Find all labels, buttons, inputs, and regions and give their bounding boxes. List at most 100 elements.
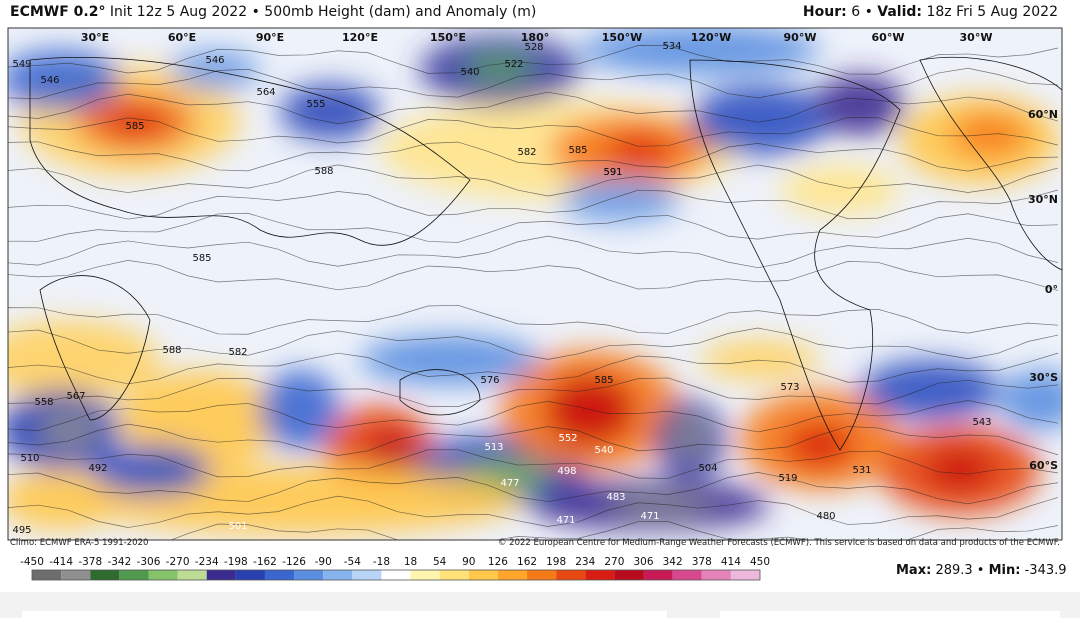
height-contour: [8, 449, 1059, 479]
contour-label: 534: [662, 41, 681, 52]
contour-label: 588: [162, 345, 181, 356]
height-contour: [8, 304, 1059, 335]
height-contour: [8, 259, 1059, 291]
longitude-label: 60°E: [168, 31, 196, 44]
anomaly-area: [785, 423, 855, 467]
anomaly-area: [360, 335, 540, 385]
colorbar-segment: [701, 570, 731, 580]
colorbar-tick-label: -162: [253, 556, 277, 568]
longitude-label: 120°E: [342, 31, 378, 44]
latitude-label: 60°S: [1029, 459, 1058, 472]
colorbar-segment: [381, 570, 411, 580]
height-contour: [8, 91, 1059, 125]
contour-label: 471: [640, 511, 659, 522]
colorbar-segment: [32, 570, 62, 580]
anomaly-area: [8, 50, 120, 110]
field-label: Valid:: [877, 4, 923, 20]
max-label: Max:: [896, 563, 932, 578]
anomaly-area: [1000, 370, 1062, 430]
colorbar-segment: [119, 570, 149, 580]
height-contour: [8, 212, 1059, 243]
contour-label: 576: [480, 375, 499, 386]
max-value: 289.3: [935, 563, 973, 578]
colorbar-segment: [556, 570, 586, 580]
colorbar: -450 -414 -378 -342 -306 -270 -234 -198 -162 -126…: [20, 556, 770, 581]
latitude-label: 30°N: [1028, 193, 1058, 206]
contour-label: 519: [778, 473, 797, 484]
colorbar-tick-label: -18: [373, 556, 390, 568]
colorbar-tick-label: -342: [107, 556, 131, 568]
anomaly-area: [950, 113, 1030, 157]
anomaly-area: [672, 415, 708, 455]
contour-label: 585: [594, 375, 613, 386]
anomaly-area: [8, 470, 120, 530]
contour-label: 501: [228, 521, 247, 532]
colorbar-tick-label: -54: [344, 556, 361, 568]
anomaly-area: [8, 320, 160, 400]
colorbar-tick-label: 414: [721, 556, 741, 568]
latitude-label: 0°: [1045, 283, 1058, 296]
contour-label: 543: [972, 417, 991, 428]
contour-label: 573: [780, 382, 799, 393]
colorbar-tick-label: -198: [224, 556, 248, 568]
colorbar-segment: [614, 570, 644, 580]
title-bold: ECMWF 0.2°: [10, 4, 106, 20]
height-contour: [8, 521, 1059, 540]
anomaly-area: [40, 412, 100, 448]
contour-label: 495: [12, 525, 31, 536]
colorbar-tick-label: -270: [166, 556, 190, 568]
contour-label: 510: [20, 453, 39, 464]
anomaly-area: [170, 50, 260, 90]
min-label: Min:: [988, 563, 1021, 578]
contour-label: 471: [556, 515, 575, 526]
latitude-label: 30°S: [1029, 371, 1058, 384]
contour-label: 546: [40, 75, 59, 86]
colorbar-tick-label: 162: [517, 556, 537, 568]
contour-label: 540: [460, 67, 479, 78]
colorbar-tick-label: 306: [633, 556, 653, 568]
anomaly-area: [780, 165, 900, 215]
colorbar-segment: [672, 570, 702, 580]
contour-label: 522: [504, 59, 523, 70]
panel: [720, 611, 1060, 618]
field-value: 6: [851, 4, 861, 20]
climo-note: Climo: ECMWF ERA-5 1991-2020: [10, 538, 149, 548]
height-contour: [8, 472, 1059, 505]
colorbar-tick-label: -126: [282, 556, 306, 568]
longitude-label: 90°W: [784, 31, 817, 44]
contour-label: 591: [603, 167, 622, 178]
longitude-label: 120°W: [691, 31, 732, 44]
contour-label: 564: [256, 87, 275, 98]
height-contour: [8, 189, 1059, 220]
colorbar-tick-label: -306: [137, 556, 161, 568]
anomaly-area: [365, 430, 415, 470]
contour-label: 480: [816, 511, 835, 522]
longitude-label: 180°: [521, 31, 549, 44]
longitude-label: 30°W: [960, 31, 993, 44]
colorbar-segment: [206, 570, 236, 580]
colorbar-frame: [31, 569, 761, 581]
colorbar-tick-label: 342: [663, 556, 683, 568]
colorbar-tick-label: 270: [604, 556, 624, 568]
contour-label: 567: [66, 391, 85, 402]
coastline: [919, 57, 1062, 271]
colorbar-tick-label: -234: [195, 556, 219, 568]
colorbar-segment: [439, 570, 469, 580]
contour-label: 483: [606, 492, 625, 503]
anomaly-area: [815, 75, 905, 135]
longitude-label: 150°W: [602, 31, 643, 44]
colorbar-segment: [527, 570, 557, 580]
colorbar-segment: [585, 570, 615, 580]
colorbar-segment: [643, 570, 673, 580]
coastline: [399, 369, 481, 416]
longitude-label: 150°E: [430, 31, 466, 44]
coastline: [39, 275, 151, 421]
min-value: -343.9: [1024, 563, 1067, 578]
contour-label: 558: [34, 397, 53, 408]
colorbar-segment: [90, 570, 120, 580]
contour-label: 588: [314, 166, 333, 177]
anomaly-area: [605, 132, 675, 168]
longitude-label: 30°E: [81, 31, 109, 44]
height-contour: [8, 352, 1059, 385]
